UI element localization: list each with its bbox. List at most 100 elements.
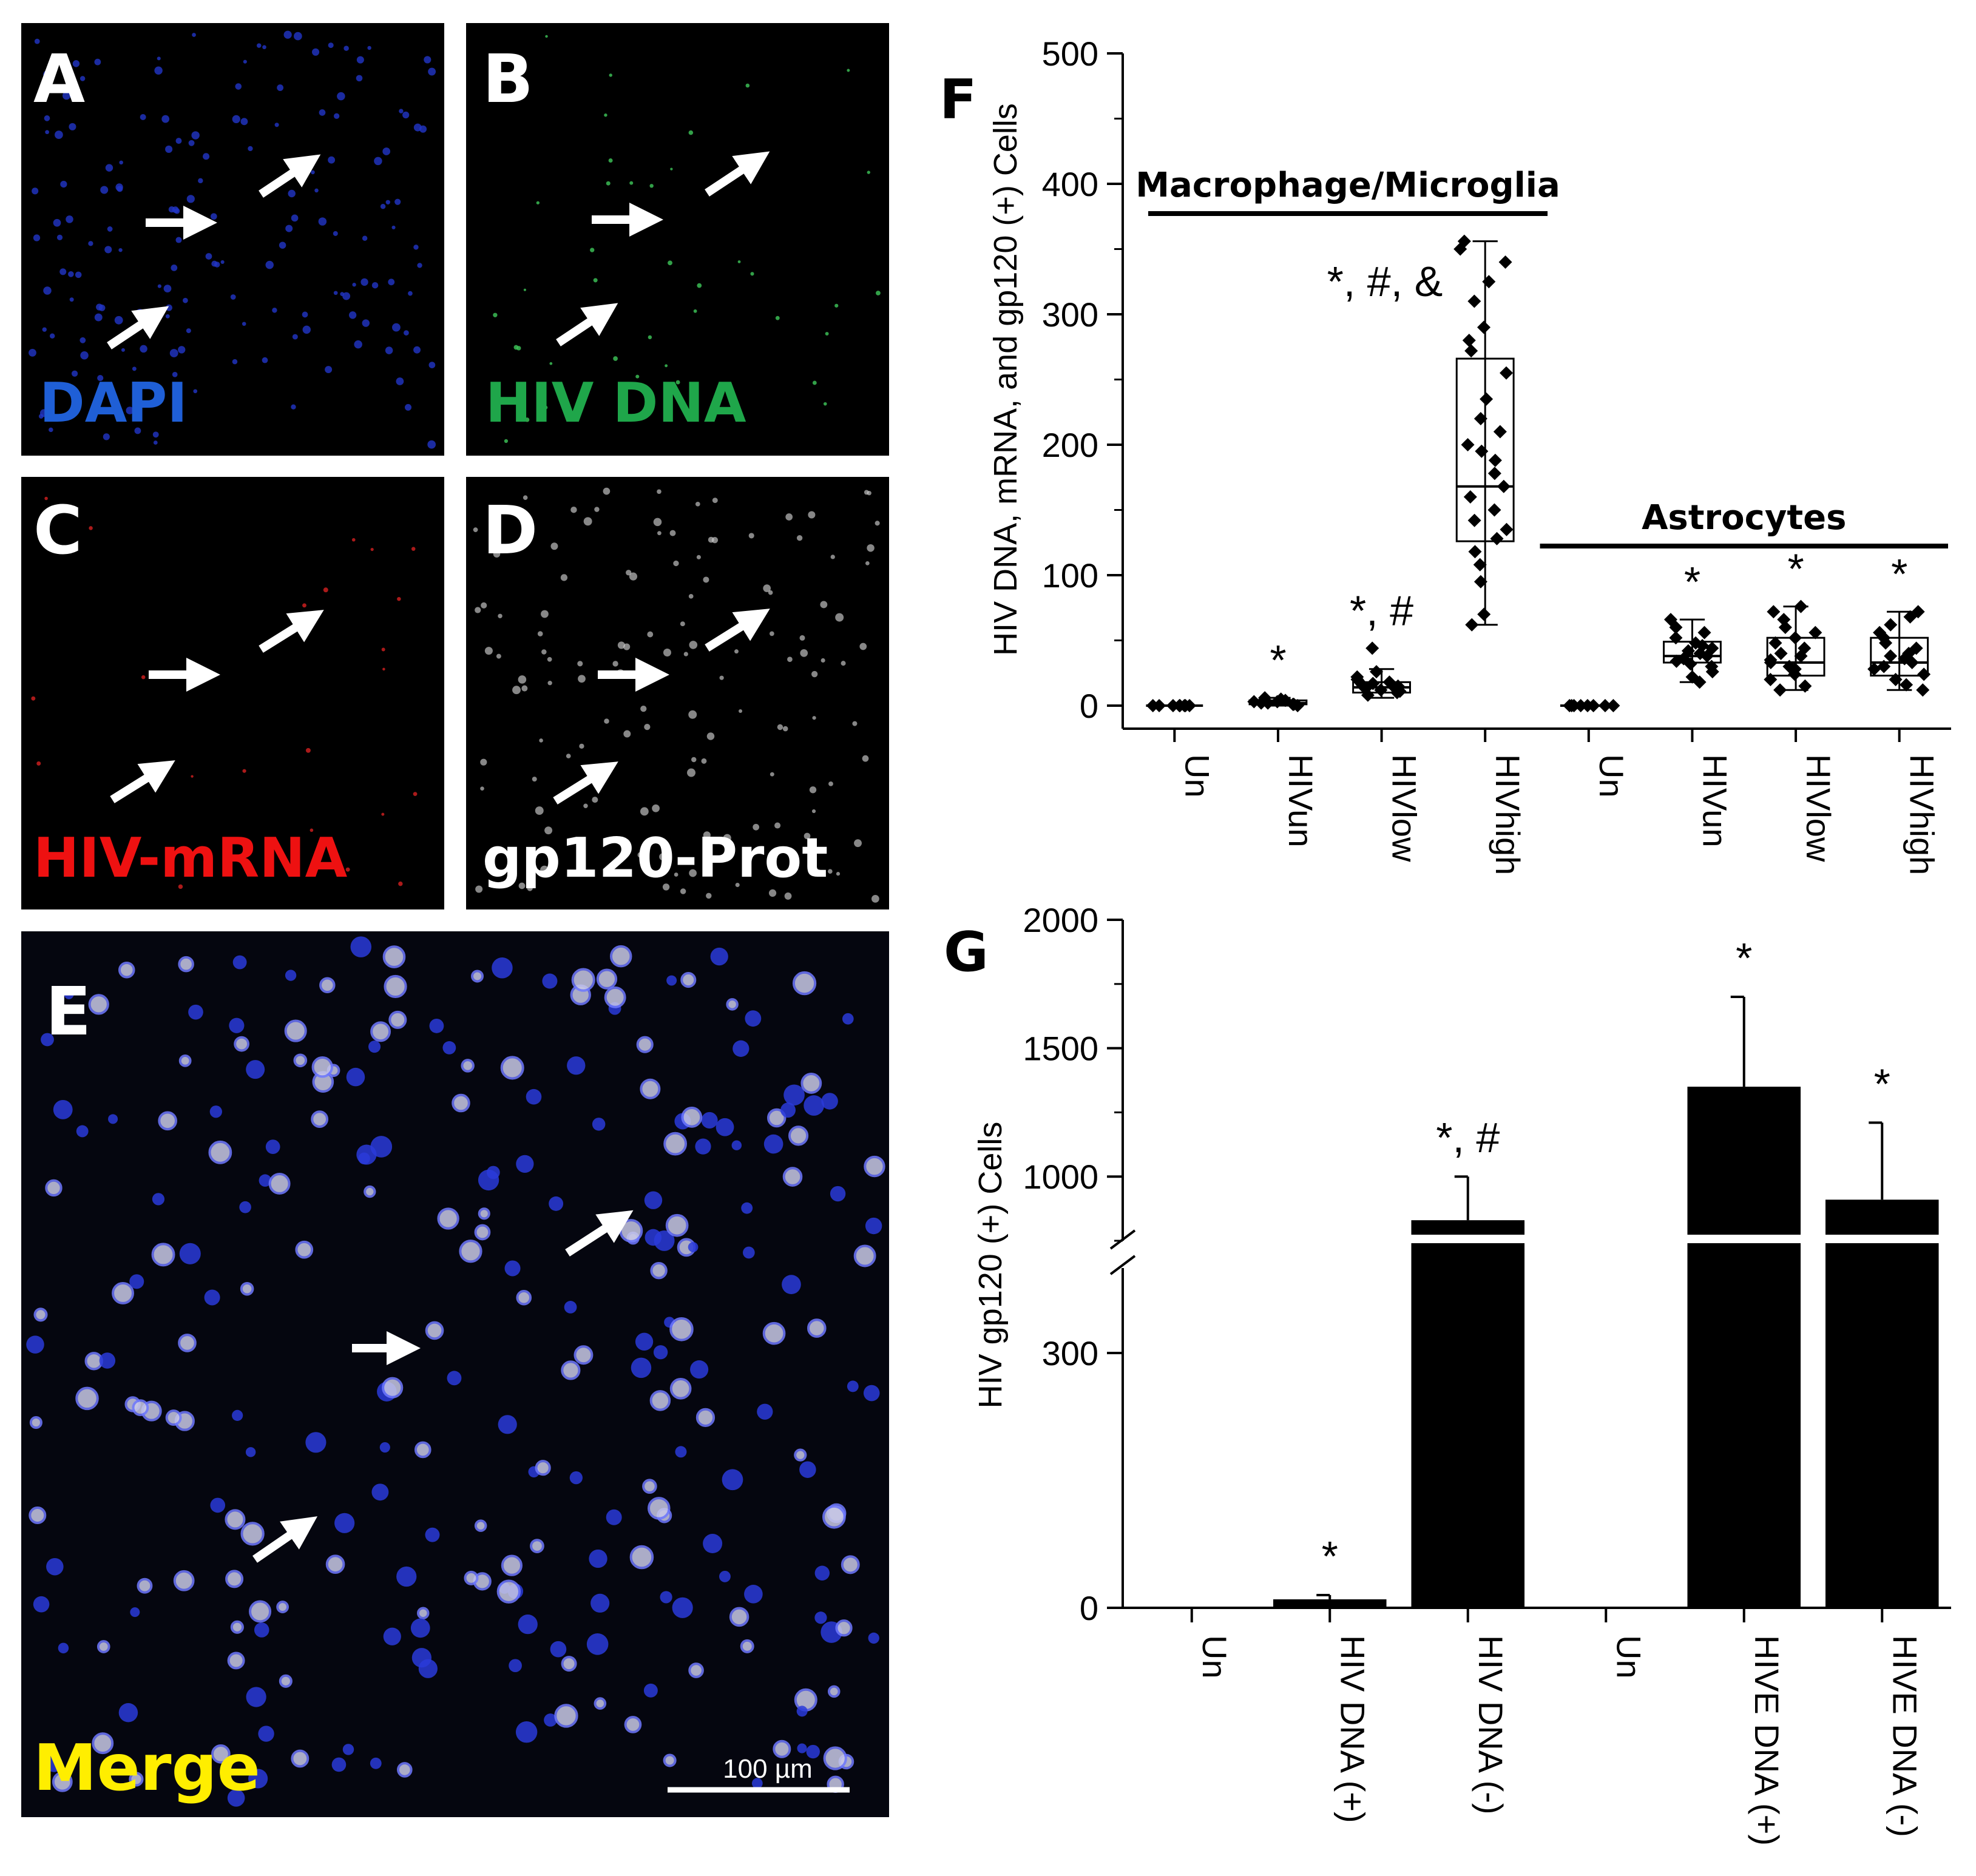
merge-cell [379,1442,390,1453]
cell-dot [673,560,679,567]
cell-dot [178,884,183,889]
cell-dot [612,661,618,667]
merge-cell [500,1056,524,1080]
significance-label: * [1270,636,1286,684]
cell-dot [374,157,382,166]
merge-cell [254,1622,269,1638]
cell-dot [105,164,113,172]
data-point [1911,605,1925,619]
cell-dot [625,840,630,845]
cell-dot [163,285,172,293]
significance-label: * [1787,545,1804,593]
cell-dot [473,527,478,533]
merge-cell [740,1639,754,1653]
y-axis-label: HIV gp120 (+) Cells [972,1122,1009,1409]
stain-label-hiv-mrna: HIV-mRNA [33,826,348,890]
merge-cell [249,1600,272,1623]
cell-dot [748,533,754,539]
y-tick-label: 200 [1042,426,1098,464]
cell-dot [696,555,701,559]
cell-dot [828,869,833,874]
merge-cell [246,1687,266,1707]
y-tick-label: 400 [1042,165,1098,203]
merge-cell [29,1416,42,1429]
arrow [259,154,321,198]
cell-dot [114,315,123,325]
cell-dot [134,427,141,434]
arrow [565,1210,634,1257]
merge-cell [847,1380,859,1392]
cell-dot [668,260,672,266]
merge-cell [130,1607,140,1618]
cell-dot [809,786,817,794]
cell-dot [640,807,649,816]
cell-dot [348,311,357,319]
cell-dot [680,621,685,627]
arrow [553,761,618,805]
merge-cell [230,1620,244,1634]
cell-dot [659,853,667,861]
data-point [1477,320,1491,334]
merge-cell [726,998,739,1011]
merge-cell [99,1352,116,1369]
data-point [1468,545,1482,559]
cell-dot [396,377,404,385]
data-point [1884,649,1898,663]
cell-dot [413,123,422,132]
merge-cell [567,1056,586,1075]
x-tick-label: Un [1609,1635,1648,1679]
panel-c: C HIV-mRNA [21,477,444,909]
cell-dot [644,723,651,730]
significance-label: * [1684,558,1700,606]
cell-dot [640,705,647,712]
cell-dot [188,140,195,146]
cell-dot [541,649,547,655]
cell-dot [44,496,48,501]
bar-break-gap [1409,1235,1528,1243]
data-point [1777,613,1791,627]
bar [1273,1599,1387,1608]
merge-cell [624,1716,642,1733]
cell-dot [674,872,678,877]
cell-dot [680,888,686,894]
y-axis-label: HIV DNA, mRNA, and gp120 (+) Cells [987,103,1024,656]
cell-dot [739,709,743,714]
merge-cell [501,1554,523,1576]
merge-cell [417,1607,430,1619]
cell-dot [475,885,483,893]
panel-letter-e: E [46,973,91,1050]
bar [1687,1087,1801,1608]
merge-cell [762,1321,786,1345]
cell-dot [381,647,385,652]
bar-break-gap [1685,1235,1804,1243]
cell-dot [333,231,338,236]
y-tick-label: 1500 [1023,1030,1098,1068]
cell-dot [532,777,537,782]
merge-cell [663,1132,688,1156]
data-point [1465,618,1479,632]
cell-dot [688,710,697,719]
chart-f: F 0 100 200 300 400 500 HIV DNA, mRNA, and gp1… [939,35,1951,875]
cell-dot [579,743,584,749]
cell-dot [413,245,419,250]
merge-cell [794,1448,807,1462]
cell-dot [549,362,553,365]
merge-cell [45,1755,63,1772]
significance-label: * [1874,1060,1890,1107]
cell-dot [617,641,625,649]
cell-dot [583,803,588,808]
cell-dot [385,200,390,205]
merge-cell [53,1099,73,1119]
significance-label: *, #, & [1327,258,1443,305]
merge-cell [442,1041,456,1054]
cell-dot [523,495,528,501]
merge-cell [325,1554,345,1574]
cell-dot [285,224,293,232]
cell-dot [653,518,662,527]
cell-dot [311,170,315,175]
cell-dot [31,696,36,701]
cell-dot [333,291,338,295]
cell-dot [626,570,632,576]
merge-cell [669,1317,694,1341]
